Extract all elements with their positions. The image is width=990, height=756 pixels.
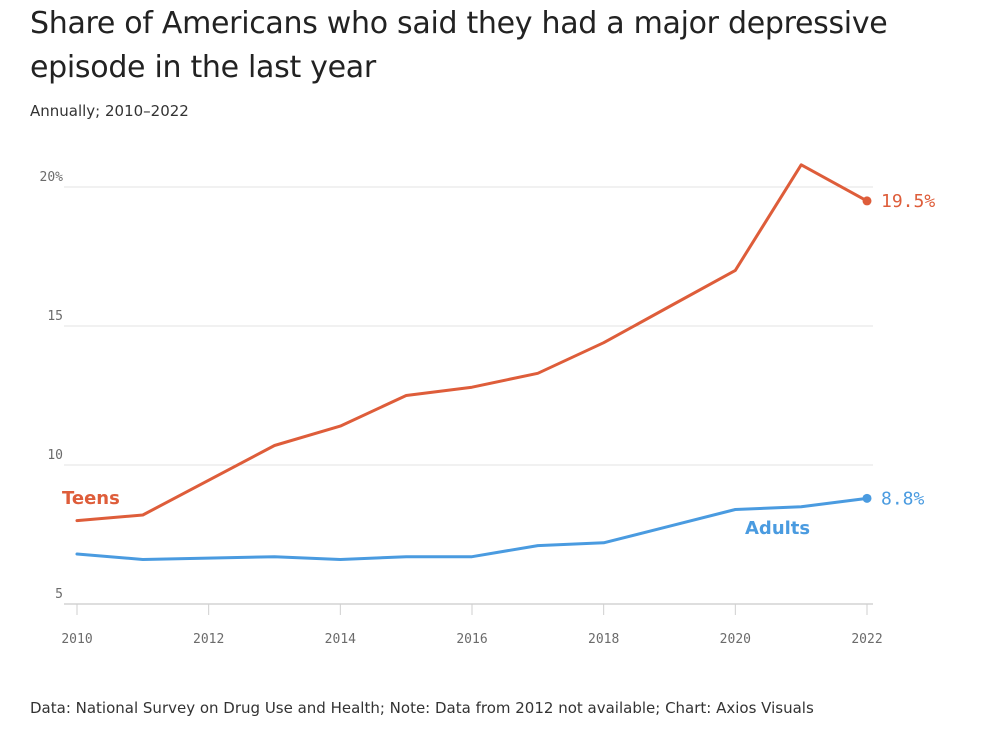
data-point-adults-2020 (734, 508, 737, 511)
series-line-adults (75, 496, 869, 561)
data-point-teens-2021 (800, 163, 803, 166)
data-point-adults-2013 (273, 555, 276, 558)
data-point-adults-2018 (602, 541, 605, 544)
data-point-teens-2019 (668, 305, 671, 308)
x-tick-label-2014: 2014 (325, 632, 356, 647)
end-marker-teens (862, 196, 872, 206)
data-point-teens-2016 (471, 386, 474, 389)
series-line-teens (75, 163, 869, 523)
series-label-adults: Adults (745, 518, 810, 539)
data-point-teens-2013 (273, 444, 276, 447)
y-tick-label-20: 20% (40, 170, 64, 185)
source-note: Data: National Survey on Drug Use and He… (30, 699, 814, 717)
data-point-teens-2018 (602, 341, 605, 344)
data-point-adults-2011 (141, 558, 144, 561)
data-point-teens-2015 (405, 394, 408, 397)
data-point-teens-2014 (339, 425, 342, 428)
end-marker-adults (862, 493, 872, 503)
data-point-teens-2011 (141, 514, 144, 517)
data-point-adults-2016 (471, 555, 474, 558)
x-tick-label-2018: 2018 (588, 632, 619, 647)
chart-title: Share of Americans who said they had a m… (30, 6, 888, 85)
data-point-teens-2020 (734, 269, 737, 272)
x-tick-label-2012: 2012 (193, 632, 224, 647)
data-point-adults-2014 (339, 558, 342, 561)
x-tick-label-2022: 2022 (851, 632, 882, 647)
y-tick-label-5: 5 (55, 587, 63, 602)
data-point-adults-2021 (800, 505, 803, 508)
data-point-teens-2017 (536, 372, 539, 375)
data-point-adults-2010 (76, 552, 79, 555)
data-point-adults-2019 (668, 525, 671, 528)
x-tick-label-2016: 2016 (456, 632, 487, 647)
y-tick-label-10: 10 (47, 448, 63, 463)
data-point-teens-2010 (76, 519, 79, 522)
x-tick-label-2020: 2020 (720, 632, 751, 647)
data-point-adults-2015 (405, 555, 408, 558)
series-label-teens: Teens (62, 488, 120, 509)
end-value-label-adults: 8.8% (881, 488, 925, 509)
end-value-label-teens: 19.5% (881, 191, 935, 212)
x-tick-label-2010: 2010 (61, 632, 92, 647)
data-point-adults-2017 (536, 544, 539, 547)
chart-subtitle: Annually; 2010–2022 (30, 102, 189, 120)
y-tick-label-15: 15 (47, 309, 63, 324)
